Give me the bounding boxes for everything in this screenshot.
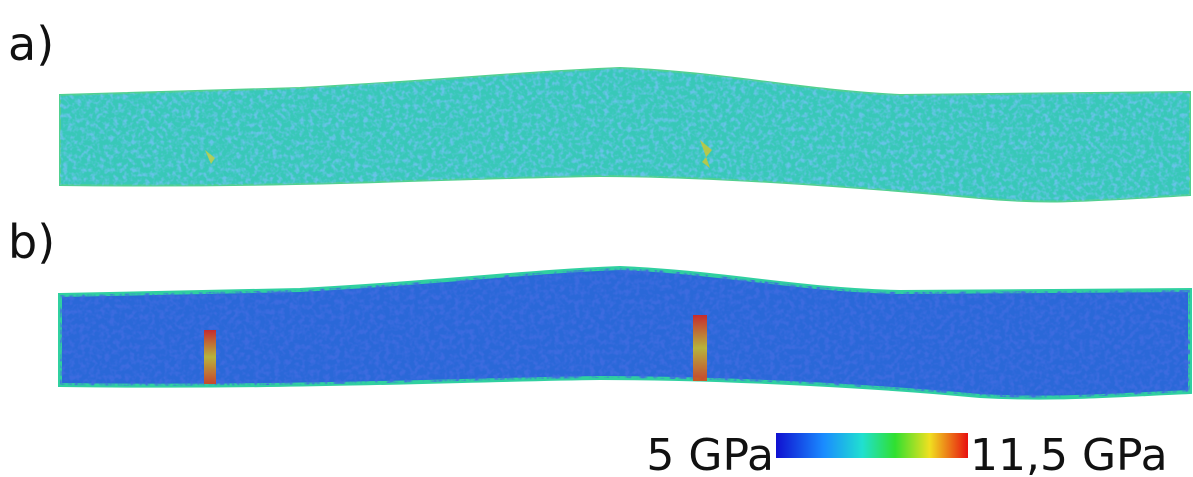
simulation-band-a [60, 68, 1190, 201]
panel-label: b) [8, 215, 55, 269]
panel-label: a) [8, 17, 54, 71]
figure: a) b) 5 GPa 11,5 GPa [0, 0, 1193, 477]
simulation-band-b [60, 268, 1190, 398]
colorbar-min-label: 5 GPa [646, 430, 774, 477]
colorbar-max-label: 11,5 GPa [970, 430, 1168, 477]
colorbar [776, 433, 968, 458]
